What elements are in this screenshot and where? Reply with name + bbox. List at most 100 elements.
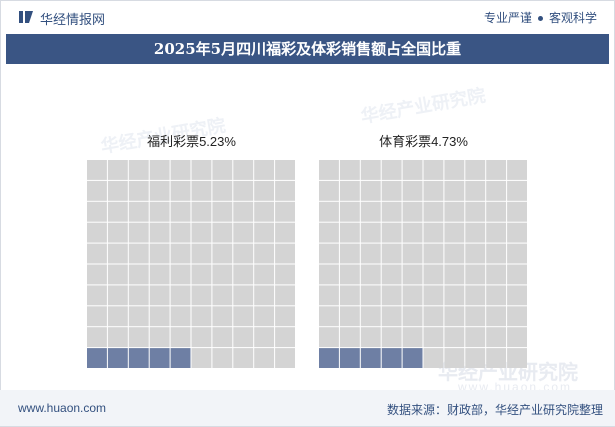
waffle-cell-empty — [149, 160, 170, 180]
waffle-cell-empty — [486, 222, 507, 243]
waffle-cell-empty — [339, 160, 360, 180]
waffle-cell-empty — [149, 201, 170, 222]
waffle-cell-empty — [275, 180, 295, 201]
waffle-cell-empty — [107, 327, 128, 348]
waffle-cell-empty — [444, 327, 465, 348]
waffle-cell-empty — [191, 201, 212, 222]
waffle-cell-empty — [107, 201, 128, 222]
waffle-cell-empty — [170, 201, 191, 222]
waffle-chart: 福利彩票5.23% 体育彩票4.73% — [87, 134, 527, 368]
waffle-cell-empty — [212, 264, 233, 285]
waffle-cell-empty — [254, 201, 275, 222]
waffle-cell-empty — [381, 201, 402, 222]
waffle-cell-empty — [423, 160, 444, 180]
waffle-cell-empty — [507, 180, 527, 201]
waffle-cell-empty — [254, 222, 275, 243]
waffle-cell-empty — [191, 327, 212, 348]
waffle-cell-empty — [191, 160, 212, 180]
waffle-cell-empty — [319, 285, 339, 306]
waffle-cell-empty — [87, 306, 107, 327]
tagline-right: 客观科学 — [548, 11, 597, 25]
waffle-cell-empty — [212, 160, 233, 180]
waffle-label: 体育彩票4.73% — [379, 134, 468, 149]
waffle-cell-empty — [170, 285, 191, 306]
waffle-welfare-lottery: 福利彩票5.23% — [87, 134, 295, 368]
waffle-cell-empty — [87, 243, 107, 264]
waffle-cell-empty — [107, 180, 128, 201]
waffle-cell-empty — [191, 222, 212, 243]
waffle-cell-empty — [423, 348, 444, 368]
waffle-cell-empty — [233, 222, 254, 243]
waffle-cell-empty — [254, 180, 275, 201]
waffle-cell-empty — [170, 160, 191, 180]
waffle-cell-empty — [319, 201, 339, 222]
waffle-cell-empty — [254, 327, 275, 348]
waffle-cell-empty — [402, 160, 423, 180]
waffle-cell-empty — [233, 306, 254, 327]
waffle-cell-empty — [339, 306, 360, 327]
waffle-cell-empty — [319, 222, 339, 243]
waffle-cell-empty — [507, 327, 527, 348]
waffle-cell-empty — [128, 180, 149, 201]
waffle-cell-empty — [339, 327, 360, 348]
waffle-cell-empty — [191, 285, 212, 306]
data-source: 数据来源：财政部，华经产业研究院整理 — [386, 403, 603, 417]
waffle-cell-empty — [381, 327, 402, 348]
waffle-cell-empty — [465, 285, 486, 306]
waffle-cell-empty — [381, 180, 402, 201]
waffle-cell-empty — [212, 222, 233, 243]
waffle-cell-empty — [360, 180, 381, 201]
waffle-cell-empty — [107, 264, 128, 285]
waffle-cell-empty — [319, 180, 339, 201]
waffle-cell-empty — [275, 264, 295, 285]
waffle-cell-empty — [319, 306, 339, 327]
waffle-cell-empty — [360, 160, 381, 180]
waffle-cell-empty — [107, 243, 128, 264]
waffle-cell-empty — [381, 264, 402, 285]
waffle-cell-empty — [149, 327, 170, 348]
waffle-cell-empty — [507, 285, 527, 306]
waffle-cell-empty — [423, 306, 444, 327]
waffle-cell-empty — [128, 160, 149, 180]
waffle-cell-empty — [486, 327, 507, 348]
waffle-cell-empty — [319, 327, 339, 348]
waffle-cell-empty — [149, 306, 170, 327]
waffle-cell-empty — [128, 222, 149, 243]
waffle-cell-empty — [486, 306, 507, 327]
waffle-cell-empty — [507, 264, 527, 285]
tagline: 专业严谨 客观科学 — [484, 9, 597, 26]
waffle-cell-empty — [212, 306, 233, 327]
waffle-cell-empty — [339, 201, 360, 222]
waffle-cell-empty — [191, 348, 212, 368]
waffle-cell-empty — [233, 243, 254, 264]
waffle-cell-empty — [191, 306, 212, 327]
waffle-cell-empty — [423, 285, 444, 306]
waffle-cell-empty — [128, 243, 149, 264]
waffle-cell-empty — [444, 222, 465, 243]
waffle-cell-empty — [233, 327, 254, 348]
waffle-cell-empty — [465, 327, 486, 348]
waffle-cell-empty — [191, 264, 212, 285]
waffle-cell-empty — [465, 348, 486, 368]
waffle-cell-empty — [233, 201, 254, 222]
waffle-cell-empty — [486, 264, 507, 285]
waffle-cell-empty — [339, 222, 360, 243]
waffle-cell-empty — [381, 160, 402, 180]
waffle-cell-empty — [107, 306, 128, 327]
waffle-cell-empty — [170, 180, 191, 201]
waffle-cell-empty — [423, 180, 444, 201]
waffle-cell-filled — [107, 348, 128, 368]
waffle-cell-filled — [87, 348, 107, 368]
waffle-cell-empty — [402, 264, 423, 285]
waffle-cell-empty — [486, 348, 507, 368]
waffle-cell-empty — [465, 222, 486, 243]
waffle-cell-filled — [170, 348, 191, 368]
waffle-cell-empty — [275, 243, 295, 264]
waffle-cell-empty — [402, 180, 423, 201]
waffle-cell-empty — [486, 285, 507, 306]
waffle-cell-empty — [444, 285, 465, 306]
waffle-cell-empty — [170, 327, 191, 348]
waffle-cell-empty — [170, 222, 191, 243]
footer-url: www.huaon.com — [18, 401, 107, 415]
waffle-cell-filled — [402, 348, 423, 368]
